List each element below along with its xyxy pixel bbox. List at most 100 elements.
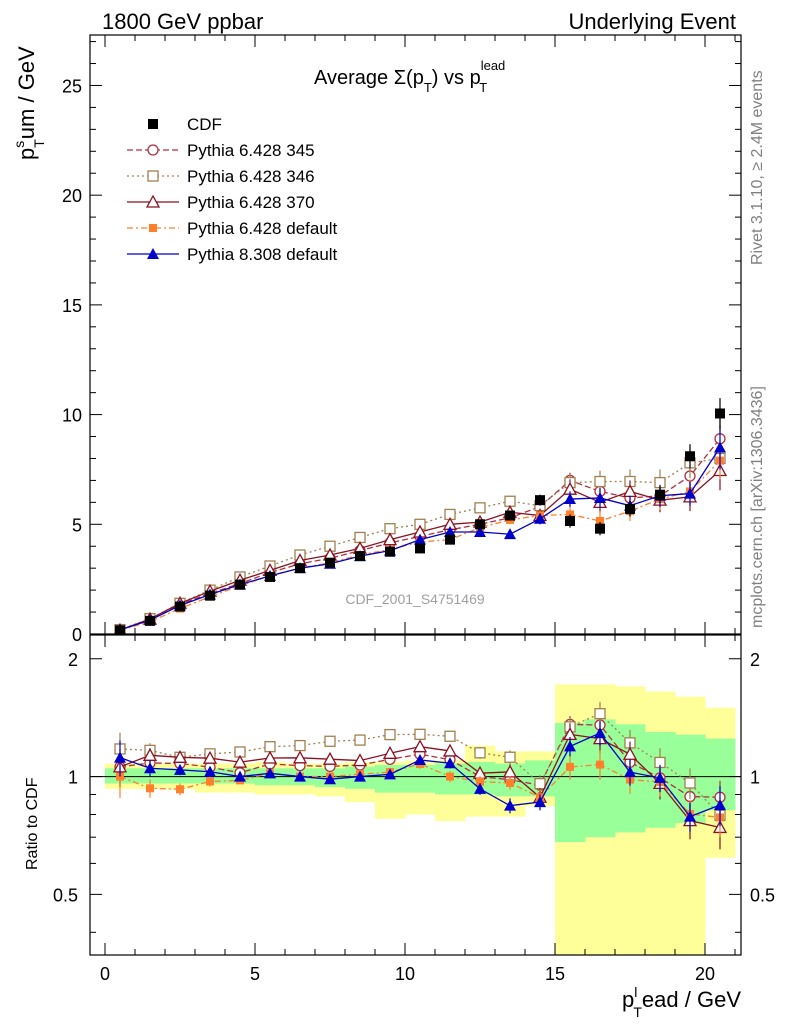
series-ratio-point — [172, 749, 188, 763]
series-point — [384, 523, 396, 535]
series-ratio-point — [564, 740, 576, 752]
y-axis-label-main: p — [14, 148, 39, 160]
series-ratio-point — [354, 770, 366, 782]
series-point — [714, 441, 726, 453]
x-tick-label: 15 — [545, 964, 565, 984]
side-site-label: mcplots.cern.ch [arXiv:1306.3436] — [749, 386, 766, 628]
y-tick-label: 5 — [72, 515, 82, 535]
series-ratio-point — [352, 753, 368, 767]
series-point — [504, 528, 516, 540]
series-ratio-point — [264, 767, 276, 779]
series-ratio-line — [119, 723, 721, 798]
series-ratio-point — [594, 727, 606, 739]
y-axis-label-sup: s — [11, 141, 27, 148]
series-ratio-point — [142, 747, 158, 761]
ratio-y-tick-label-right: 1 — [750, 768, 760, 788]
series-point — [474, 525, 486, 537]
series-ratio-point — [504, 751, 516, 763]
series-ratio-point — [624, 766, 636, 778]
chart-title-sub1: T — [424, 80, 432, 95]
series-ratio-point — [292, 750, 308, 764]
series-ratio-4 — [114, 721, 726, 832]
series-ratio-point — [234, 770, 246, 782]
data-point — [685, 451, 695, 462]
series-ratio-point — [504, 799, 516, 811]
series-ratio-point — [354, 734, 366, 746]
series-ratio-point — [322, 751, 338, 765]
legend-label: Pythia 8.308 default — [187, 245, 338, 264]
series-ratio-point — [324, 773, 336, 785]
series-ratio-point — [384, 768, 396, 780]
series-ratio-point — [476, 777, 484, 786]
main-panel-frame — [89, 34, 742, 635]
series-ratio-point — [534, 778, 546, 790]
band-inner — [165, 768, 196, 784]
series-ratio-point — [474, 782, 486, 794]
main-axis-ticks: 5 10 15 20 25 0 — [62, 35, 741, 645]
legend-label: Pythia 6.428 370 — [187, 193, 315, 212]
series-point — [596, 517, 604, 526]
series-ratio-point — [714, 799, 726, 811]
data-point — [205, 590, 215, 601]
y-axis-label: ps Tum / GeV — [11, 46, 47, 160]
series-ratio-point — [176, 785, 184, 794]
legend-entry: Pythia 6.428 346 — [127, 167, 315, 186]
data-point — [505, 510, 515, 521]
series-ratio-point — [294, 770, 306, 782]
ratio-y-axis-label: Ratio to CDF — [24, 777, 41, 870]
legend-marker — [148, 119, 158, 129]
data-point — [475, 519, 485, 530]
chart-title-mid: ) vs p — [432, 67, 481, 89]
series-ratio-point — [294, 739, 306, 752]
y-axis-label-sub: T — [31, 139, 47, 148]
series-ratio-point — [174, 763, 186, 775]
series-ratio-point — [566, 762, 574, 771]
series-point — [444, 525, 456, 537]
series-ratio-point — [444, 730, 456, 742]
series-ratio-point — [684, 777, 696, 789]
x-tick-label: 5 — [250, 964, 260, 984]
data-point — [295, 563, 305, 574]
legend-entry: Pythia 6.428 default — [127, 219, 338, 238]
series-ratio-point — [414, 753, 426, 765]
ratio-y-tick-label-left: 1 — [68, 768, 78, 788]
series-point — [414, 533, 426, 545]
x-tick-label: 20 — [695, 964, 715, 984]
series-ratio-point — [654, 771, 666, 783]
series-line — [119, 457, 721, 631]
series-ratio-point — [262, 750, 278, 764]
y-tick-label: 25 — [62, 76, 82, 96]
data-point — [355, 551, 365, 562]
series-ratio-point — [684, 810, 696, 822]
data-point — [235, 579, 245, 590]
legend: CDF Pythia 6.428 345 Pythia 6.428 346 Pythi… — [127, 115, 338, 264]
legend-label: Pythia 6.428 346 — [187, 167, 315, 186]
series-ratio-point — [144, 762, 156, 774]
ratio-y-tick-label-right: 2 — [750, 650, 760, 670]
data-point — [595, 523, 605, 534]
main-panel: CDF_2001_S4751469 5 10 15 20 25 0 — [62, 34, 742, 645]
series-ratio-point — [146, 784, 154, 793]
data-point — [445, 534, 455, 545]
x-tick-label: 10 — [395, 964, 415, 984]
data-point — [145, 615, 155, 626]
series-ratio-point — [442, 743, 458, 757]
data-point — [325, 557, 335, 568]
series-ratio-point — [414, 728, 426, 740]
ratio-axis-ticks: 0 5 10 15 20 0.5 0.5 1 1 2 2 — [53, 635, 775, 984]
y-axis-label-rest: um / GeV — [14, 46, 39, 139]
data-point — [385, 546, 395, 557]
series-point — [594, 475, 606, 488]
chart-title-sub2: T — [479, 80, 487, 95]
x-axis-label-main: p — [622, 987, 634, 1012]
series-ratio-point — [204, 765, 216, 777]
header-right: Underlying Event — [568, 9, 736, 34]
series-ratio-point — [622, 746, 638, 760]
x-axis-label-rest: ead / GeV — [642, 987, 741, 1012]
watermark: CDF_2001_S4751469 — [345, 591, 485, 607]
series-ratio-point — [474, 747, 486, 759]
data-point — [535, 495, 545, 506]
ratio-series-layer — [112, 701, 728, 850]
data-point — [655, 489, 665, 500]
